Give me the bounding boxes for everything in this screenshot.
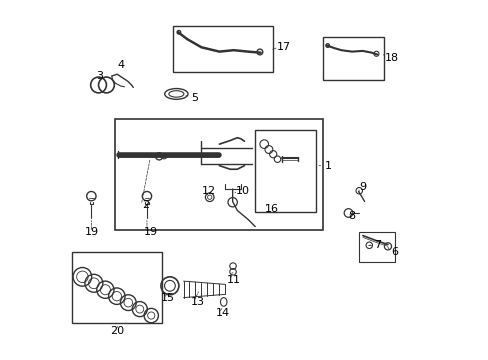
Text: 17: 17	[276, 42, 290, 52]
Text: 11: 11	[226, 275, 240, 285]
Text: 18: 18	[384, 53, 398, 63]
Bar	[255, 130, 316, 212]
Text: 16: 16	[264, 204, 278, 214]
Bar	[172, 26, 273, 72]
Text: 10: 10	[235, 186, 249, 196]
Text: 3: 3	[96, 71, 102, 81]
Text: 9: 9	[359, 182, 366, 192]
Text: 20: 20	[110, 325, 124, 336]
Text: 13: 13	[190, 297, 204, 307]
Text: 4: 4	[117, 60, 124, 70]
Bar	[359, 232, 394, 262]
Text: 1: 1	[325, 161, 331, 171]
Text: 15: 15	[160, 293, 174, 303]
Text: 6: 6	[391, 247, 398, 257]
Text: 19: 19	[85, 227, 99, 237]
Bar	[323, 37, 384, 80]
Text: 12: 12	[201, 186, 215, 196]
Text: 7: 7	[373, 239, 380, 249]
Text: 14: 14	[216, 308, 229, 318]
Text: 5: 5	[190, 93, 197, 103]
Text: 8: 8	[348, 211, 355, 221]
Bar	[72, 252, 162, 323]
Bar	[115, 119, 323, 230]
Text: 2: 2	[142, 200, 149, 210]
Text: 19: 19	[144, 227, 158, 237]
